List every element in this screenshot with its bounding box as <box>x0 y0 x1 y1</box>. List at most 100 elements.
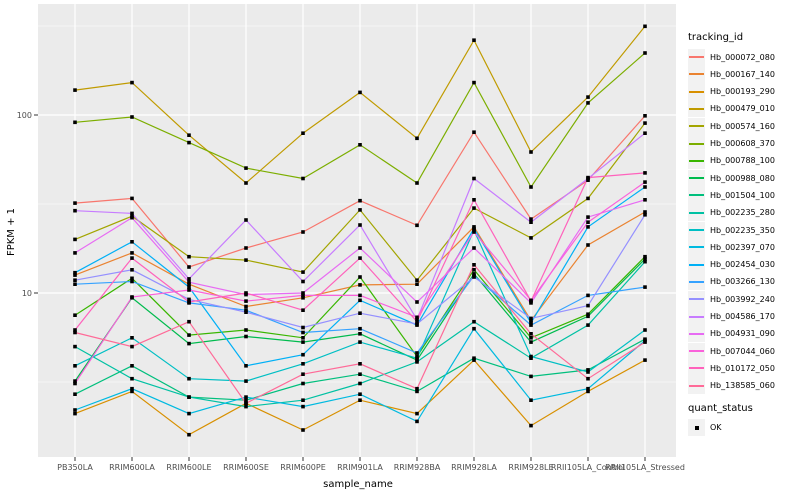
data-point[interactable] <box>244 334 248 339</box>
data-point[interactable] <box>130 279 134 284</box>
data-point[interactable] <box>586 376 590 381</box>
data-point[interactable] <box>187 140 191 145</box>
data-point[interactable] <box>187 376 191 381</box>
data-point[interactable] <box>529 332 533 336</box>
data-point[interactable] <box>415 389 419 394</box>
data-point[interactable] <box>73 328 77 332</box>
data-point[interactable] <box>358 362 362 366</box>
data-point[interactable] <box>73 273 77 277</box>
data-point[interactable] <box>415 358 419 362</box>
data-point[interactable] <box>415 411 419 416</box>
data-point[interactable] <box>301 404 305 409</box>
data-point[interactable] <box>415 386 419 391</box>
data-point[interactable] <box>73 237 77 242</box>
data-point[interactable] <box>73 379 77 383</box>
data-point[interactable] <box>358 326 362 331</box>
data-point[interactable] <box>586 243 590 247</box>
data-point[interactable] <box>415 300 419 304</box>
data-point[interactable] <box>643 210 647 214</box>
data-point[interactable] <box>529 423 533 428</box>
data-point[interactable] <box>301 293 305 298</box>
data-point[interactable] <box>244 328 248 332</box>
legend-entry-Hb_000193_290[interactable]: Hb_000193_290 <box>688 83 775 101</box>
data-point[interactable] <box>244 246 248 250</box>
data-point[interactable] <box>244 379 248 383</box>
data-point[interactable] <box>586 386 590 391</box>
data-point[interactable] <box>301 176 305 181</box>
data-point[interactable] <box>301 325 305 330</box>
data-point[interactable] <box>529 318 533 323</box>
data-point[interactable] <box>301 336 305 340</box>
data-point[interactable] <box>187 277 191 281</box>
data-point[interactable] <box>187 280 191 284</box>
data-point[interactable] <box>73 411 77 416</box>
data-point[interactable] <box>130 276 134 281</box>
data-point[interactable] <box>415 181 419 185</box>
data-point[interactable] <box>643 171 647 175</box>
data-point[interactable] <box>643 185 647 189</box>
data-point[interactable] <box>301 398 305 402</box>
legend-entry-Hb_000574_160[interactable]: Hb_000574_160 <box>688 117 775 135</box>
data-point[interactable] <box>301 279 305 284</box>
data-point[interactable] <box>301 372 305 376</box>
data-point[interactable] <box>643 254 647 259</box>
data-point[interactable] <box>586 312 590 316</box>
data-point[interactable] <box>244 218 248 222</box>
data-point[interactable] <box>586 95 590 99</box>
data-point[interactable] <box>73 251 77 255</box>
data-point[interactable] <box>244 181 248 185</box>
legend-entry-Hb_002397_070[interactable]: Hb_002397_070 <box>688 238 775 256</box>
legend-entry-Hb_007044_060[interactable]: Hb_007044_060 <box>688 342 775 360</box>
data-point[interactable] <box>415 356 419 360</box>
data-point[interactable] <box>73 408 77 412</box>
data-point[interactable] <box>472 130 476 134</box>
data-point[interactable] <box>529 340 533 344</box>
data-point[interactable] <box>301 330 305 335</box>
legend-entry-Hb_004931_090[interactable]: Hb_004931_090 <box>688 325 775 343</box>
data-point[interactable] <box>529 220 533 224</box>
legend-entry-Hb_000167_140[interactable]: Hb_000167_140 <box>688 65 775 83</box>
data-point[interactable] <box>244 308 248 312</box>
data-point[interactable] <box>130 251 134 255</box>
legend-entry-Hb_002235_280[interactable]: Hb_002235_280 <box>688 204 775 222</box>
data-point[interactable] <box>130 256 134 260</box>
data-point[interactable] <box>244 395 248 399</box>
data-point[interactable] <box>415 278 419 282</box>
data-point[interactable] <box>472 80 476 85</box>
data-point[interactable] <box>187 265 191 269</box>
data-point[interactable] <box>529 236 533 240</box>
data-point[interactable] <box>643 257 647 261</box>
data-point[interactable] <box>130 376 134 381</box>
data-point[interactable] <box>643 328 647 332</box>
data-point[interactable] <box>73 313 77 317</box>
data-point[interactable] <box>415 351 419 355</box>
data-point[interactable] <box>187 300 191 304</box>
data-point[interactable] <box>586 389 590 394</box>
data-point[interactable] <box>187 319 191 324</box>
legend-entry-Hb_000072_080[interactable]: Hb_000072_080 <box>688 48 775 66</box>
data-point[interactable] <box>529 150 533 154</box>
data-point[interactable] <box>529 374 533 379</box>
data-point[interactable] <box>130 80 134 85</box>
data-point[interactable] <box>472 226 476 231</box>
data-point[interactable] <box>472 275 476 279</box>
data-point[interactable] <box>244 310 248 314</box>
data-point[interactable] <box>586 215 590 219</box>
data-point[interactable] <box>586 196 590 201</box>
data-point[interactable] <box>358 90 362 95</box>
data-point[interactable] <box>415 136 419 141</box>
data-point[interactable] <box>643 213 647 217</box>
data-point[interactable] <box>358 340 362 344</box>
data-point[interactable] <box>529 354 533 359</box>
data-point[interactable] <box>415 223 419 228</box>
data-point[interactable] <box>472 272 476 276</box>
data-point[interactable] <box>130 364 134 368</box>
data-point[interactable] <box>586 314 590 319</box>
legend-entry-Hb_004586_170[interactable]: Hb_004586_170 <box>688 308 775 325</box>
data-point[interactable] <box>130 196 134 201</box>
data-point[interactable] <box>472 230 476 234</box>
data-point[interactable] <box>130 240 134 244</box>
legend-entry-Hb_138585_060[interactable]: Hb_138585_060 <box>688 377 775 395</box>
data-point[interactable] <box>301 308 305 312</box>
data-point[interactable] <box>529 185 533 189</box>
